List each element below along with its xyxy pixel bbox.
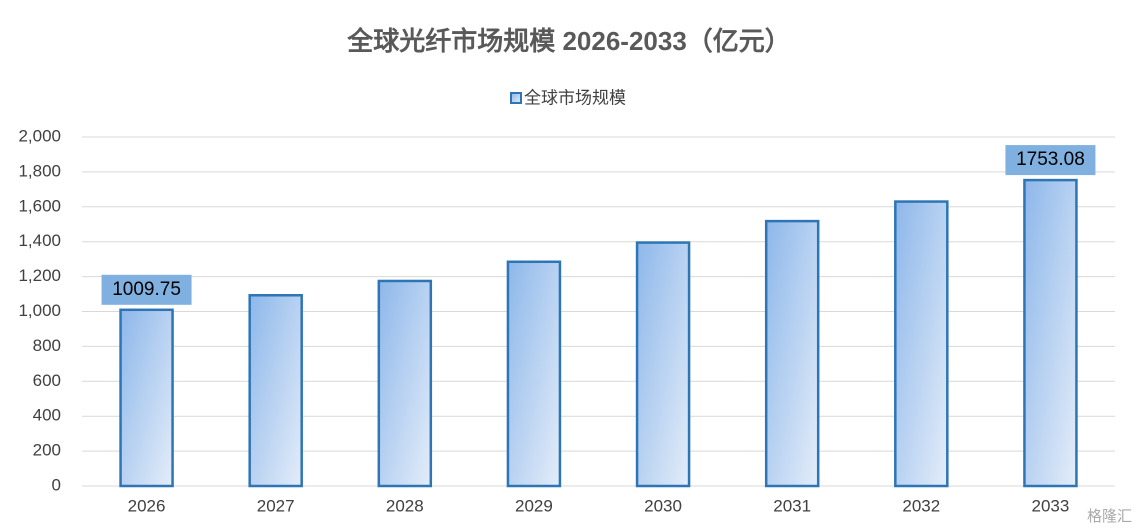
legend-marker: [510, 92, 522, 104]
x-tick-label: 2026: [128, 496, 166, 515]
y-tick-label: 1,800: [18, 161, 61, 180]
y-tick-label: 800: [33, 336, 61, 355]
data-label-box: [101, 274, 192, 305]
y-tick-label: 200: [33, 441, 61, 460]
x-tick-label: 2029: [515, 496, 553, 515]
y-tick-label: 400: [33, 406, 61, 425]
x-tick-label: 2027: [257, 496, 295, 515]
y-tick-label: 1,000: [18, 301, 61, 320]
x-tick-label: 2028: [386, 496, 424, 515]
x-tick-label: 2031: [773, 496, 811, 515]
bar: [248, 294, 303, 488]
bar: [119, 308, 174, 488]
legend-label: 全球市场规模: [524, 88, 626, 107]
y-tick-label: 1,400: [18, 231, 61, 250]
x-tick-label: 2030: [644, 496, 682, 515]
chart-title: 全球光纤市场规模 2026-2033（亿元）: [346, 26, 791, 56]
x-tick-label: 2033: [1032, 496, 1070, 515]
bar: [635, 241, 691, 488]
y-tick-label: 2,000: [18, 126, 61, 145]
y-tick-label: 1,600: [18, 196, 61, 215]
bar: [1023, 178, 1078, 488]
y-tick-label: 0: [52, 475, 61, 494]
bar: [506, 260, 562, 488]
x-tick-label: 2032: [902, 496, 940, 515]
y-tick-label: 600: [33, 371, 61, 390]
watermark: 格隆汇: [1087, 508, 1132, 525]
data-label: 1009.75: [112, 279, 181, 300]
bar: [764, 219, 820, 488]
data-label: 1753.08: [1016, 149, 1085, 170]
bar: [894, 200, 949, 488]
y-tick-label: 1,200: [18, 266, 61, 285]
data-label-box: [1005, 145, 1096, 176]
bar: [377, 279, 433, 488]
